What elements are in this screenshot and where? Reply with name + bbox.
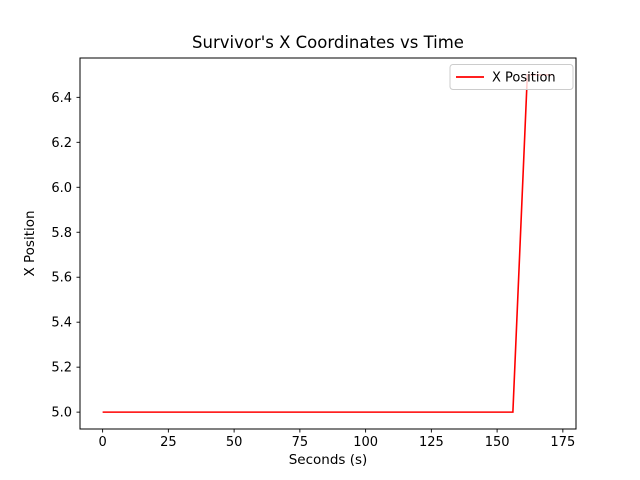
y-tick-label: 5.0 (51, 406, 72, 421)
y-tick-label: 5.2 (51, 361, 72, 376)
y-tick-label: 5.6 (51, 271, 72, 286)
y-tick-label: 6.4 (51, 91, 72, 106)
x-tick-label: 75 (292, 435, 309, 450)
y-tick-label: 6.0 (51, 181, 72, 196)
plot-area-spines (79, 57, 577, 430)
y-tick-label: 5.4 (51, 316, 72, 331)
x-axis-label: Seconds (s) (289, 452, 368, 468)
x-tick-label: 150 (485, 435, 510, 450)
legend-label: X Position (492, 71, 556, 86)
y-tick-label: 6.2 (51, 136, 72, 151)
legend-frame (449, 64, 574, 90)
x-tick-label: 100 (353, 435, 378, 450)
x-tick-label: 175 (550, 435, 575, 450)
x-tick-label: 0 (98, 435, 106, 450)
chart-title: Survivor's X Coordinates vs Time (192, 33, 464, 52)
y-axis-label: X Position (22, 210, 38, 276)
x-tick-label: 25 (160, 435, 177, 450)
y-tick-label: 5.8 (51, 226, 72, 241)
x-tick-label: 125 (419, 435, 444, 450)
legend: X Position (449, 64, 574, 90)
x-tick-label: 50 (226, 435, 243, 450)
